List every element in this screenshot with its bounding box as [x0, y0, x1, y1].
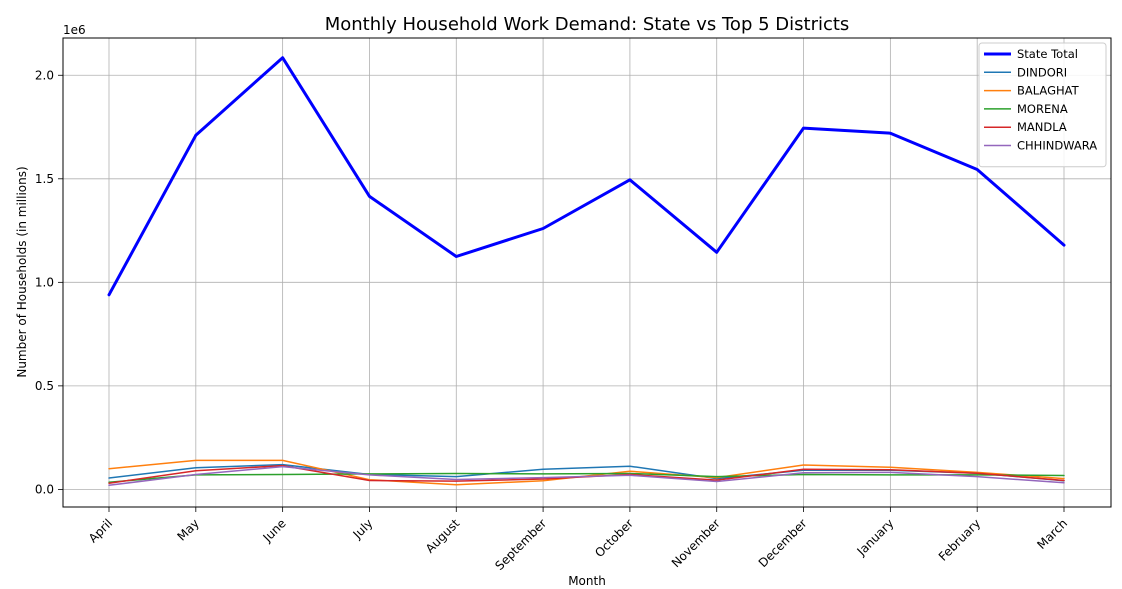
y-tick-label: 0.0: [35, 482, 54, 496]
x-tick-label: June: [260, 516, 289, 545]
y-tick-label: 1.5: [35, 172, 54, 186]
x-tick-label: March: [1034, 516, 1070, 552]
series-line-morena: [108, 472, 1065, 483]
x-tick-label: November: [669, 516, 723, 570]
legend-box: [978, 42, 1107, 168]
y-tick-label: 1.0: [35, 275, 54, 289]
legend-label-morena: MORENA: [1017, 102, 1068, 116]
series-line-chhindwara: [108, 465, 1065, 487]
x-tick-label: December: [756, 516, 810, 570]
x-tick-label: May: [174, 516, 201, 543]
series-lines: [107, 56, 1066, 487]
legend-label-mandla: MANDLA: [1017, 120, 1067, 134]
series-line-state-total: [107, 56, 1066, 297]
x-tick-label: February: [936, 516, 984, 564]
gridlines: [63, 38, 1111, 507]
y-tick-label: 0.5: [35, 379, 54, 393]
legend-label-chhindwara: CHHINDWARA: [1017, 139, 1097, 153]
x-tick-label: July: [350, 516, 376, 542]
x-tick-label: October: [592, 516, 636, 560]
chart-title: Monthly Household Work Demand: State vs …: [325, 14, 850, 35]
x-tick-label: January: [854, 516, 897, 559]
y-tick-label: 2.0: [35, 68, 54, 82]
legend-label-balaghat: BALAGHAT: [1017, 84, 1080, 98]
plot-frame: [62, 37, 1112, 508]
legend-label-dindori: DINDORI: [1017, 65, 1067, 79]
series-line-balaghat: [108, 459, 1065, 486]
y-axis-label: Number of Households (in millions): [15, 166, 29, 377]
x-axis-label: Month: [568, 574, 606, 588]
legend: State Total DINDORI BALAGHAT MORENA MANDLA CH…: [978, 42, 1107, 168]
x-tick-label: August: [423, 516, 463, 556]
y-axis-offset-label: 1e6: [63, 23, 86, 37]
legend-label-state-total: State Total: [1017, 47, 1078, 61]
x-tick-label: April: [86, 516, 115, 545]
x-tick-label: September: [492, 516, 549, 573]
